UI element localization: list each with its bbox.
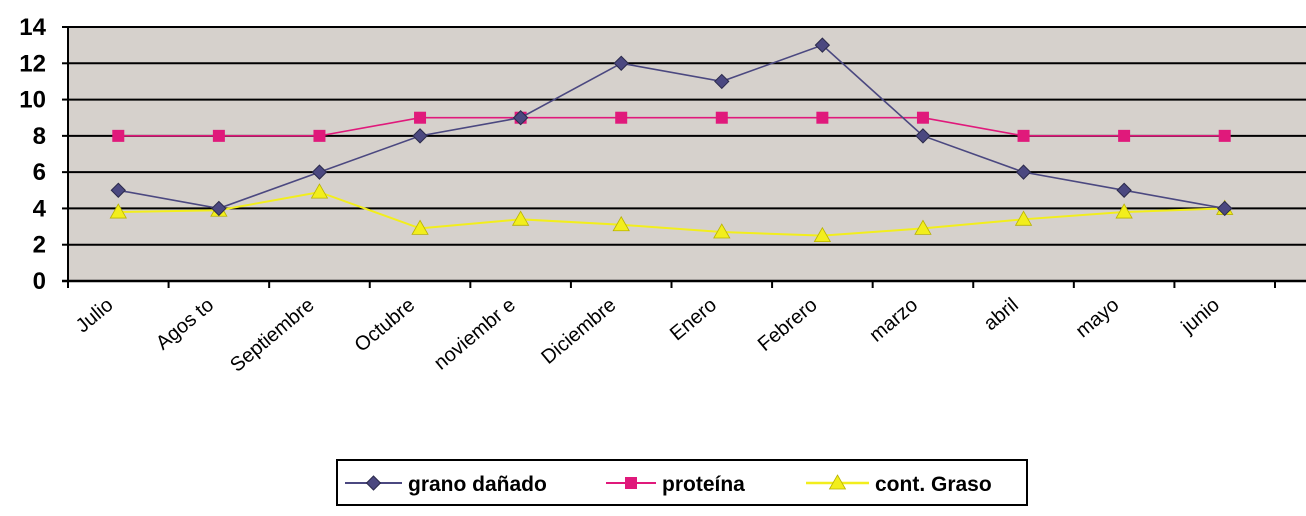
data-point xyxy=(915,128,931,144)
legend-marker xyxy=(828,474,847,490)
series-line xyxy=(118,116,1225,137)
data-point xyxy=(311,164,328,180)
x-tick-label: abril xyxy=(980,294,1023,335)
data-point xyxy=(813,226,832,243)
data-point xyxy=(1217,200,1233,217)
data-point xyxy=(613,55,629,71)
data-point xyxy=(512,110,529,126)
data-point xyxy=(916,111,929,124)
data-point xyxy=(109,203,127,219)
x-tick-label: Enero xyxy=(666,294,721,345)
legend-label: cont. Graso xyxy=(875,473,992,496)
legend-entry: cont. Graso xyxy=(806,473,992,496)
series-line xyxy=(118,191,1225,237)
data-point xyxy=(715,111,728,124)
data-point xyxy=(814,37,831,53)
data-point xyxy=(714,73,730,90)
x-tick-label: Agos to xyxy=(152,294,218,354)
legend-box xyxy=(336,459,1028,506)
data-point xyxy=(615,111,628,124)
data-point xyxy=(1116,182,1132,198)
data-point xyxy=(412,128,428,144)
legend: grano dañado proteína cont. Graso xyxy=(336,459,1028,506)
series-0 xyxy=(110,37,1233,217)
legend-marker xyxy=(625,477,637,489)
x-tick-label: junio xyxy=(1177,294,1224,339)
y-tick-label: 10 xyxy=(19,87,46,114)
y-tick-label: 2 xyxy=(33,232,46,259)
y-tick-label: 12 xyxy=(19,50,46,77)
y-axis-tick-labels: 0 2 4 6 8 10 12 14 xyxy=(19,14,46,295)
data-point xyxy=(110,182,126,198)
data-point xyxy=(310,183,329,199)
data-point xyxy=(713,223,731,239)
y-tick-label: 8 xyxy=(33,123,46,150)
plot-area xyxy=(68,27,1306,281)
x-tick-label: Diciembre xyxy=(537,294,620,369)
x-tick-label: noviembr e xyxy=(430,294,520,374)
data-point xyxy=(1218,129,1231,142)
legend-marker xyxy=(365,475,382,491)
axes xyxy=(62,26,1306,288)
data-point xyxy=(1017,129,1030,142)
series-line xyxy=(118,44,1225,210)
data-point xyxy=(112,129,125,142)
y-tick-label: 0 xyxy=(33,268,46,295)
data-point xyxy=(313,129,326,142)
data-point xyxy=(1118,129,1131,142)
series-layer xyxy=(109,37,1234,243)
data-point xyxy=(212,129,225,142)
data-point xyxy=(414,111,427,124)
x-tick-label: Septiembre xyxy=(226,294,318,377)
x-tick-label: mayo xyxy=(1072,294,1124,342)
x-tick-label: marzo xyxy=(865,294,922,347)
data-point xyxy=(511,210,530,226)
data-point xyxy=(914,219,932,235)
legend-label: grano dañado xyxy=(408,473,547,496)
y-tick-label: 4 xyxy=(33,195,47,222)
legend-entry: grano dañado xyxy=(345,473,547,496)
legend-label: proteína xyxy=(662,473,745,496)
data-point xyxy=(1115,203,1133,219)
data-point xyxy=(1015,164,1032,180)
x-tick-label: Julio xyxy=(72,294,118,337)
data-point xyxy=(816,111,829,124)
legend-entry: proteína xyxy=(606,473,745,496)
data-point xyxy=(612,215,630,232)
data-point xyxy=(211,200,227,217)
y-tick-label: 6 xyxy=(33,159,46,186)
y-tick-label: 14 xyxy=(19,14,46,41)
data-point xyxy=(411,219,429,235)
x-tick-label: Octubre xyxy=(351,294,420,357)
x-tick-label: Febrero xyxy=(754,294,822,356)
data-point xyxy=(1014,210,1033,226)
